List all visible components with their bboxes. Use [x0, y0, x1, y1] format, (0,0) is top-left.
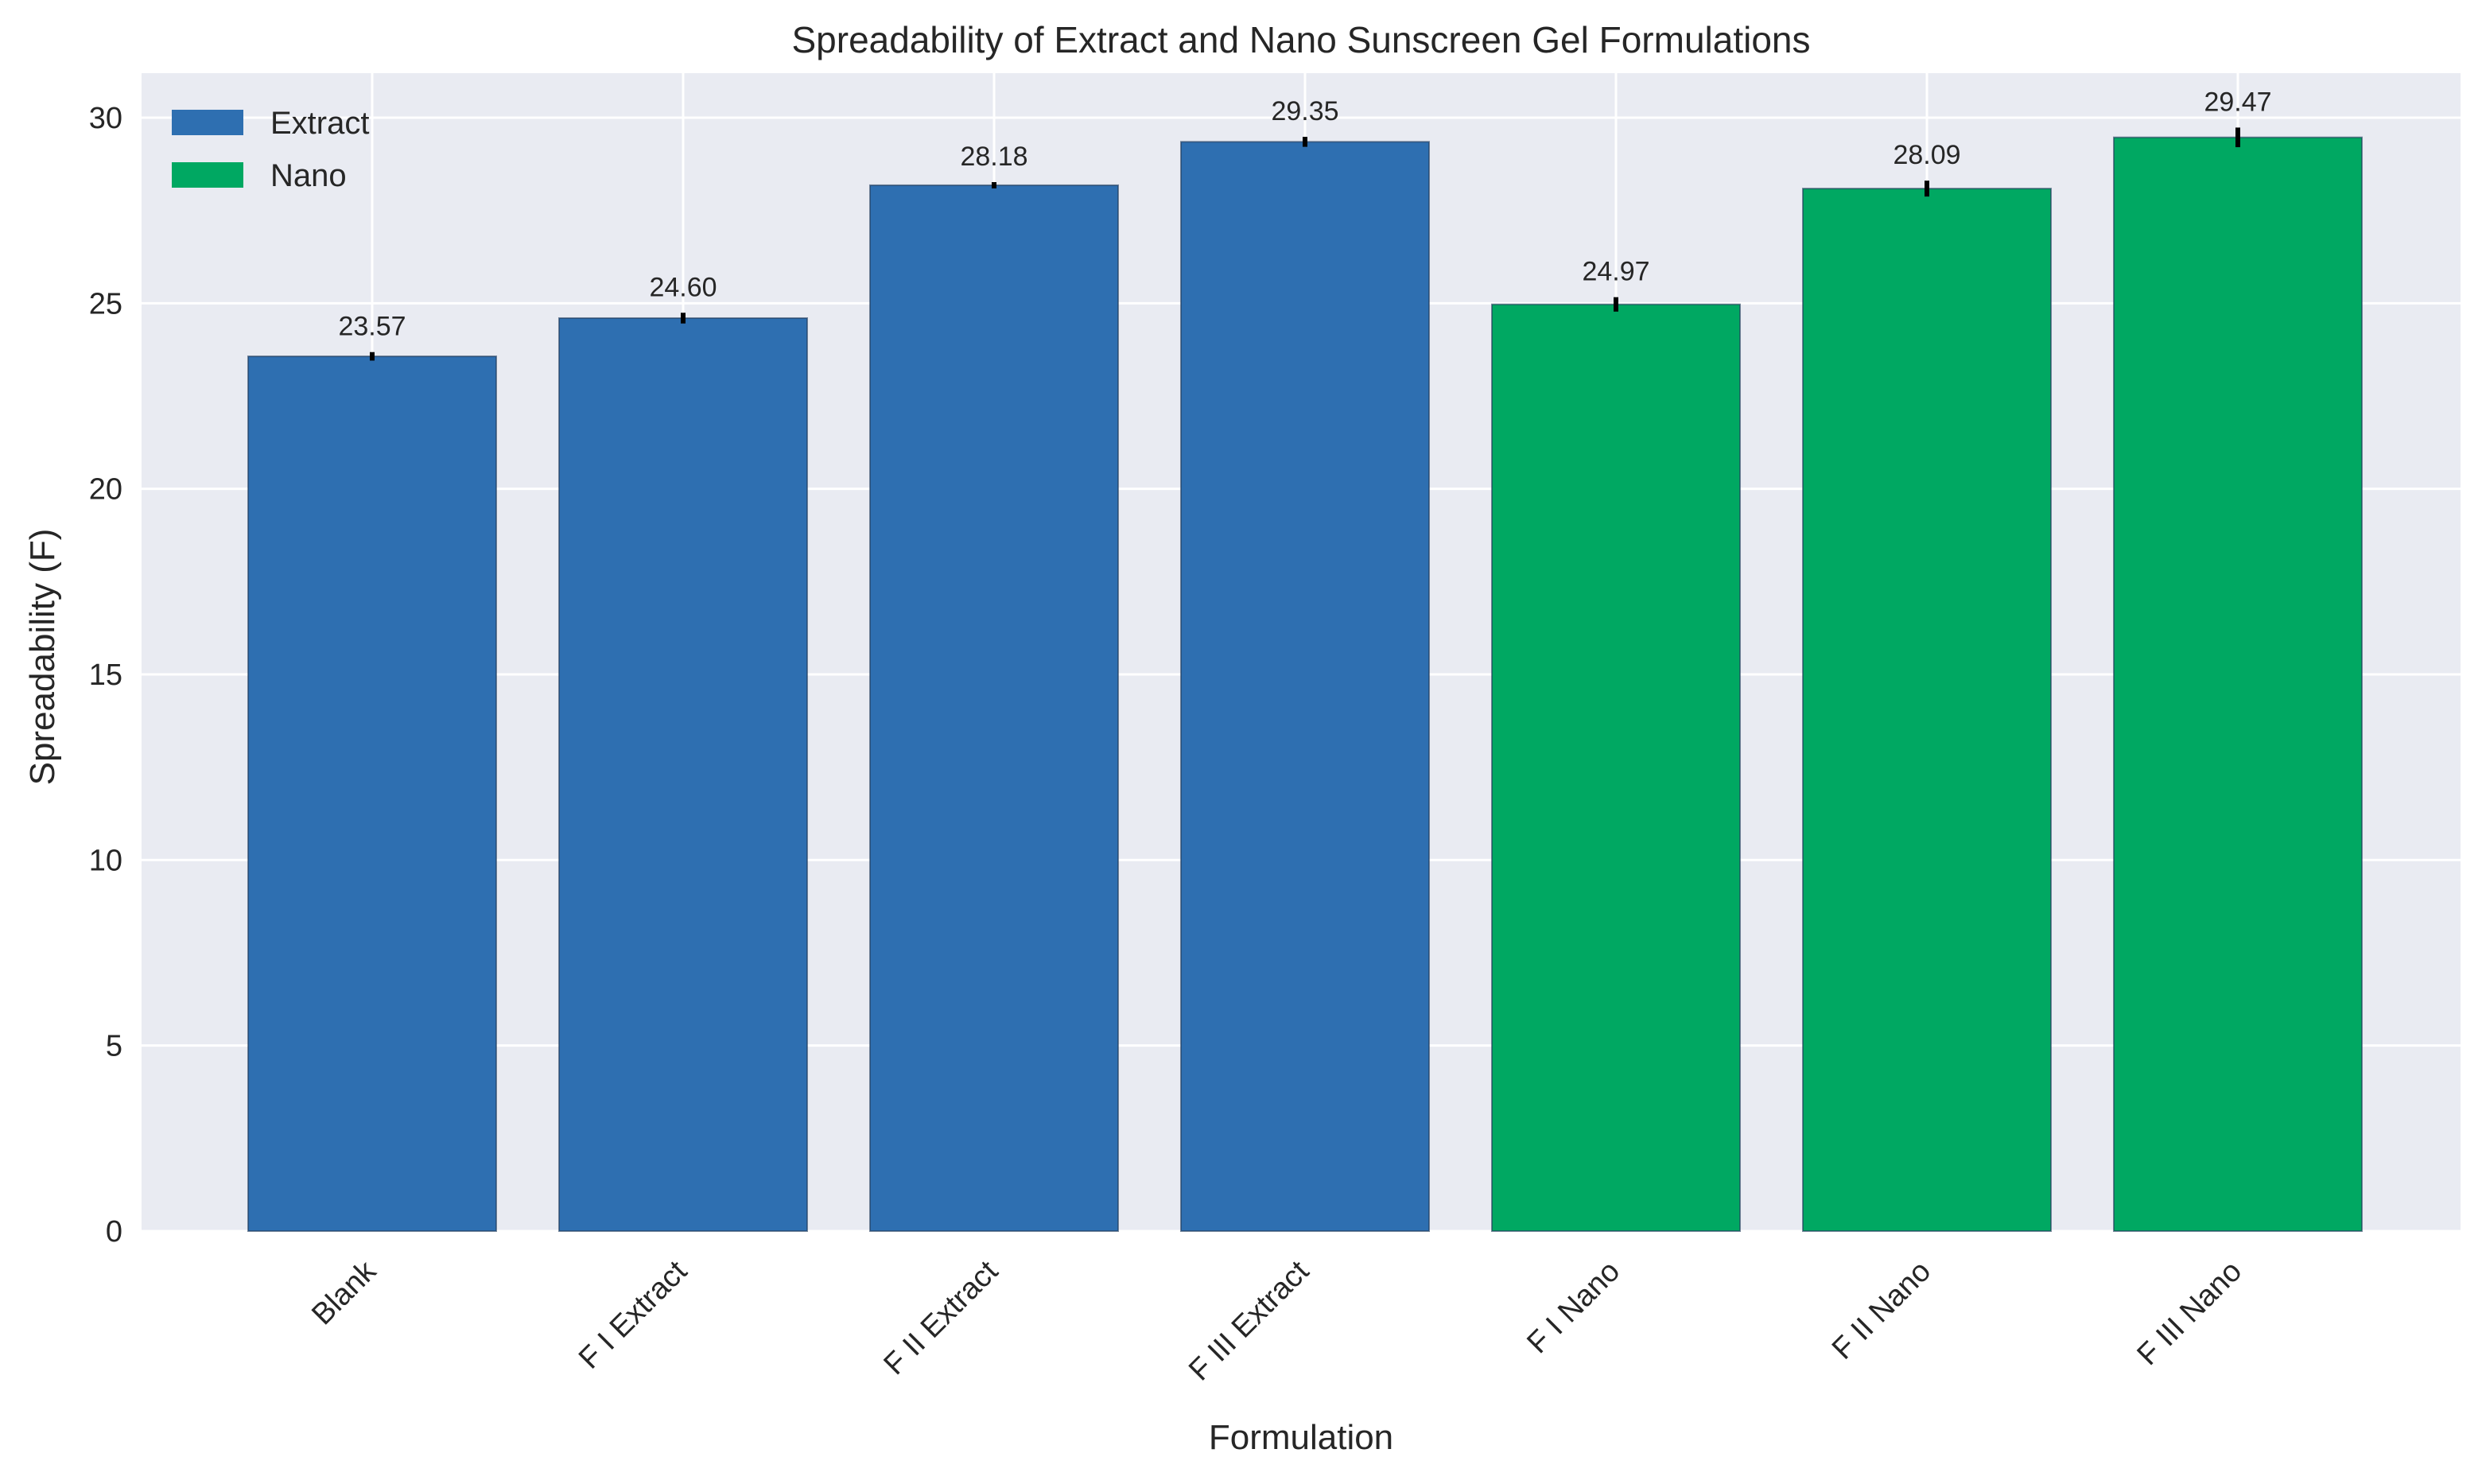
value-label: 28.09 — [1893, 140, 1960, 170]
value-label: 24.60 — [649, 272, 717, 302]
y-tick-label: 20 — [89, 473, 122, 507]
legend-label-extract: Extract — [270, 106, 369, 141]
x-tick-label: F III Extract — [1183, 1254, 1315, 1387]
bar-f-ii-nano — [1802, 188, 2052, 1233]
y-tick-label: 15 — [89, 658, 122, 692]
value-label: 28.18 — [960, 142, 1027, 172]
bar-f-iii-extract — [1180, 141, 1430, 1232]
chart-title: Spreadability of Extract and Nano Sunscr… — [792, 19, 1811, 60]
legend-label-nano: Nano — [270, 158, 347, 193]
x-axis-label: Formulation — [1209, 1418, 1393, 1457]
bar-f-i-nano — [1491, 303, 1741, 1233]
bar-f-iii-nano — [2113, 136, 2363, 1233]
y-tick-label: 10 — [89, 844, 122, 877]
legend-swatch-nano — [172, 162, 243, 188]
y-tick-labels: 0 5 10 15 20 25 30 — [89, 102, 122, 1249]
y-axis-label: Spreadability (F) — [23, 529, 62, 786]
bar-f-ii-extract — [869, 184, 1119, 1232]
x-tick-label: Blank — [305, 1254, 383, 1332]
legend: Extract Nano — [172, 106, 369, 193]
value-label: 24.97 — [1582, 257, 1649, 287]
bar-f-i-extract — [558, 317, 808, 1232]
x-tick-label: F I Extract — [573, 1254, 693, 1375]
y-tick-label: 30 — [89, 102, 122, 135]
y-tick-label: 25 — [89, 287, 122, 320]
value-label: 23.57 — [338, 312, 406, 342]
bars: 23.57 24.60 28.18 29.35 24.97 28.09 29.47 — [247, 87, 2363, 1233]
value-label: 29.47 — [2204, 87, 2271, 117]
y-tick-label: 5 — [106, 1030, 122, 1063]
x-tick-label: F II Extract — [878, 1254, 1005, 1381]
x-tick-label: F III Nano — [2130, 1254, 2248, 1372]
x-tick-label: F I Nano — [1521, 1254, 1626, 1360]
y-tick-label: 0 — [106, 1215, 122, 1249]
bar-blank — [247, 355, 497, 1233]
legend-swatch-extract — [172, 110, 243, 135]
x-tick-label: F II Nano — [1826, 1254, 1937, 1366]
x-tick-labels: Blank F I Extract F II Extract F III Extrac… — [305, 1254, 2248, 1388]
value-label: 29.35 — [1271, 96, 1338, 126]
